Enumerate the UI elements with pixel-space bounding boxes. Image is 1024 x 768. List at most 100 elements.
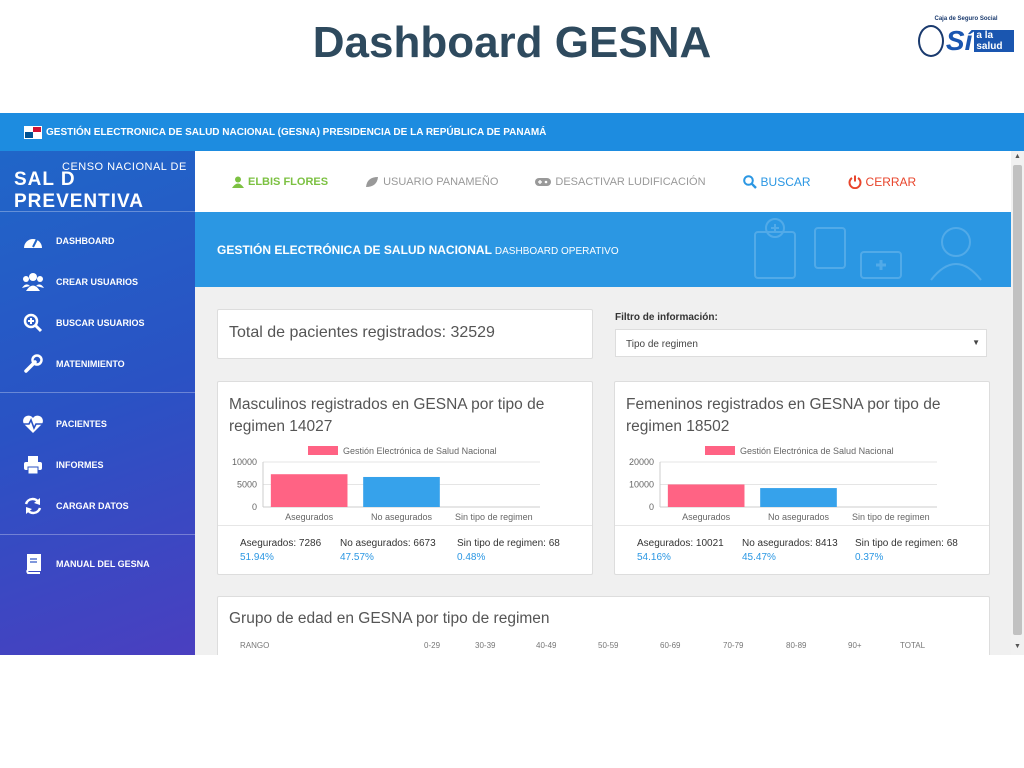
total-patients-card: Total de pacientes registrados: 32529 <box>217 309 593 359</box>
logo-top-text: Caja de Seguro Social <box>934 16 998 22</box>
users-icon <box>22 271 44 293</box>
gamification-label: DESACTIVAR LUDIFICACIÓN <box>555 175 706 188</box>
filter-label: Filtro de información: <box>615 312 718 323</box>
sidebar-item-label: CARGAR DATOS <box>56 500 129 511</box>
sidebar-item-cargar-datos[interactable]: CARGAR DATOS <box>0 485 195 526</box>
stat-asegurados: Asegurados: 10021 54.16% <box>637 538 724 563</box>
sidebar-item-matenimiento[interactable]: MATENIMIENTO <box>0 343 195 384</box>
sidebar-item-informes[interactable]: INFORMES <box>0 444 195 485</box>
medical-pattern-icon <box>754 218 982 281</box>
sidebar-item-buscar-usuarios[interactable]: BUSCAR USUARIOS <box>0 302 195 343</box>
banner-subtitle: DASHBOARD OPERATIVO <box>494 245 619 257</box>
brand-logo[interactable]: CENSO NACIONAL DE SAL D PREVENTIVA <box>0 151 195 212</box>
action-bar: ELBIS FLORES USUARIO PANAMEÑO DESACTIVAR… <box>195 151 1011 212</box>
col-header: 70-79 <box>723 641 744 650</box>
y-tick-label: 10000 <box>232 457 257 467</box>
stat-pct: 0.48% <box>457 552 486 563</box>
close-button[interactable]: CERRAR <box>848 174 917 189</box>
x-tick-label: Sin tipo de regimen <box>455 512 533 522</box>
stat-label: Sin tipo de regimen: 68 <box>457 538 560 549</box>
filter-selected-value: Tipo de regimen <box>626 339 698 350</box>
app-screen: GESTIÓN ELECTRONICA DE SALUD NACIONAL (G… <box>0 113 1024 655</box>
female-chart-card: Femeninos registrados en GESNA por tipo … <box>614 381 990 575</box>
stat-pct: 51.94% <box>240 552 274 563</box>
profile-label: USUARIO PANAMEÑO <box>383 175 499 188</box>
sidebar-item-label: CREAR USUARIOS <box>56 276 139 287</box>
brand-line2: SAL D PREVENTIVA <box>14 169 145 212</box>
sidebar-item-label: BUSCAR USUARIOS <box>56 317 145 328</box>
col-header: 60-69 <box>660 641 681 650</box>
logo-salud: a la salud <box>974 30 1014 52</box>
scrollbar[interactable]: ▲ ▼ <box>1011 151 1024 655</box>
brand-line1: CENSO NACIONAL DE <box>62 161 187 173</box>
stat-sin-regimen: Sin tipo de regimen: 68 0.37% <box>855 538 958 563</box>
col-header: 40-49 <box>536 641 557 650</box>
scroll-up-icon[interactable]: ▲ <box>1014 153 1021 160</box>
caret-down-icon: ▼ <box>972 338 980 347</box>
bar-no-asegurados <box>760 488 837 507</box>
heartbeat-icon <box>22 413 44 435</box>
stat-label: Sin tipo de regimen: 68 <box>855 538 958 549</box>
chart-stats: Asegurados: 10021 54.16% No asegurados: 8… <box>615 525 989 574</box>
chart-stats: Asegurados: 7286 51.94% No asegurados: 66… <box>218 525 592 574</box>
legend-swatch <box>705 446 735 455</box>
y-tick-label: 5000 <box>237 480 257 490</box>
col-header: 30-39 <box>475 641 496 650</box>
x-tick-label: Asegurados <box>285 512 334 522</box>
sidebar-item-label: MANUAL DEL GESNA <box>56 558 150 569</box>
stat-asegurados: Asegurados: 7286 51.94% <box>240 538 321 563</box>
page-banner: GESTIÓN ELECTRÓNICA DE SALUD NACIONAL DAS… <box>195 212 1011 287</box>
search-button[interactable]: BUSCAR <box>742 175 811 189</box>
male-bar-chart: Gestión Electrónica de Salud Nacional 100… <box>232 446 540 522</box>
filter-select[interactable]: Tipo de regimen ▼ <box>615 329 987 357</box>
refresh-icon <box>22 495 44 517</box>
sidebar-item-label: MATENIMIENTO <box>56 358 125 369</box>
y-tick-label: 20000 <box>629 457 654 467</box>
user-menu[interactable]: ELBIS FLORES <box>232 176 328 188</box>
stat-label: No asegurados: 8413 <box>742 538 838 549</box>
stat-no-asegurados: No asegurados: 8413 45.47% <box>742 538 838 563</box>
gamification-toggle[interactable]: DESACTIVAR LUDIFICACIÓN <box>535 175 706 188</box>
leaf-icon <box>365 176 379 188</box>
stat-pct: 54.16% <box>637 552 671 563</box>
col-header: 90+ <box>848 641 862 650</box>
app-topbar-title: GESTIÓN ELECTRONICA DE SALUD NACIONAL (G… <box>46 126 547 138</box>
col-header: RANGO <box>240 641 270 650</box>
bar-asegurados <box>270 474 348 507</box>
legend-label: Gestión Electrónica de Salud Nacional <box>740 446 894 456</box>
stat-pct: 45.47% <box>742 552 776 563</box>
stat-label: No asegurados: 6673 <box>340 538 436 549</box>
stat-label: Asegurados: 10021 <box>637 538 724 549</box>
close-label: CERRAR <box>865 174 917 189</box>
sidebar-item-manual[interactable]: MANUAL DEL GESNA <box>0 543 195 584</box>
x-tick-label: No asegurados <box>371 512 433 522</box>
sidebar: CENSO NACIONAL DE SAL D PREVENTIVA DASHB… <box>0 151 195 655</box>
scroll-down-icon[interactable]: ▼ <box>1014 643 1021 650</box>
search-plus-icon <box>22 312 44 334</box>
col-header: TOTAL <box>900 641 926 650</box>
sidebar-item-dashboard[interactable]: DASHBOARD <box>0 220 195 261</box>
stat-pct: 47.57% <box>340 552 374 563</box>
bar-no-asegurados <box>363 476 440 507</box>
x-tick-label: Asegurados <box>682 512 731 522</box>
total-patients-text: Total de pacientes registrados: 32529 <box>229 324 495 341</box>
chart-title: Femeninos registrados en GESNA por tipo … <box>626 396 941 435</box>
banner-title: GESTIÓN ELECTRÓNICA DE SALUD NACIONAL <box>217 242 492 257</box>
female-bar-chart: Gestión Electrónica de Salud Nacional 200… <box>629 446 937 522</box>
stat-no-asegurados: No asegurados: 6673 47.57% <box>340 538 436 563</box>
profile-link[interactable]: USUARIO PANAMEÑO <box>365 176 498 188</box>
y-tick-label: 0 <box>252 502 257 512</box>
page-title: GESTIÓN ELECTRÓNICA DE SALUD NACIONAL DAS… <box>217 243 619 257</box>
legend-label: Gestión Electrónica de Salud Nacional <box>343 446 497 456</box>
printer-icon <box>22 454 44 476</box>
dashboard-icon <box>22 230 44 252</box>
seal-icon <box>918 25 944 57</box>
age-group-card: Grupo de edad en GESNA por tipo de regim… <box>217 596 990 655</box>
sidebar-item-pacientes[interactable]: PACIENTES <box>0 403 195 444</box>
scroll-thumb[interactable] <box>1013 165 1022 635</box>
gamepad-icon <box>535 177 552 187</box>
sidebar-item-crear-usuarios[interactable]: CREAR USUARIOS <box>0 261 195 302</box>
stat-pct: 0.37% <box>855 552 884 563</box>
y-tick-label: 0 <box>649 502 654 512</box>
book-icon <box>22 553 44 575</box>
